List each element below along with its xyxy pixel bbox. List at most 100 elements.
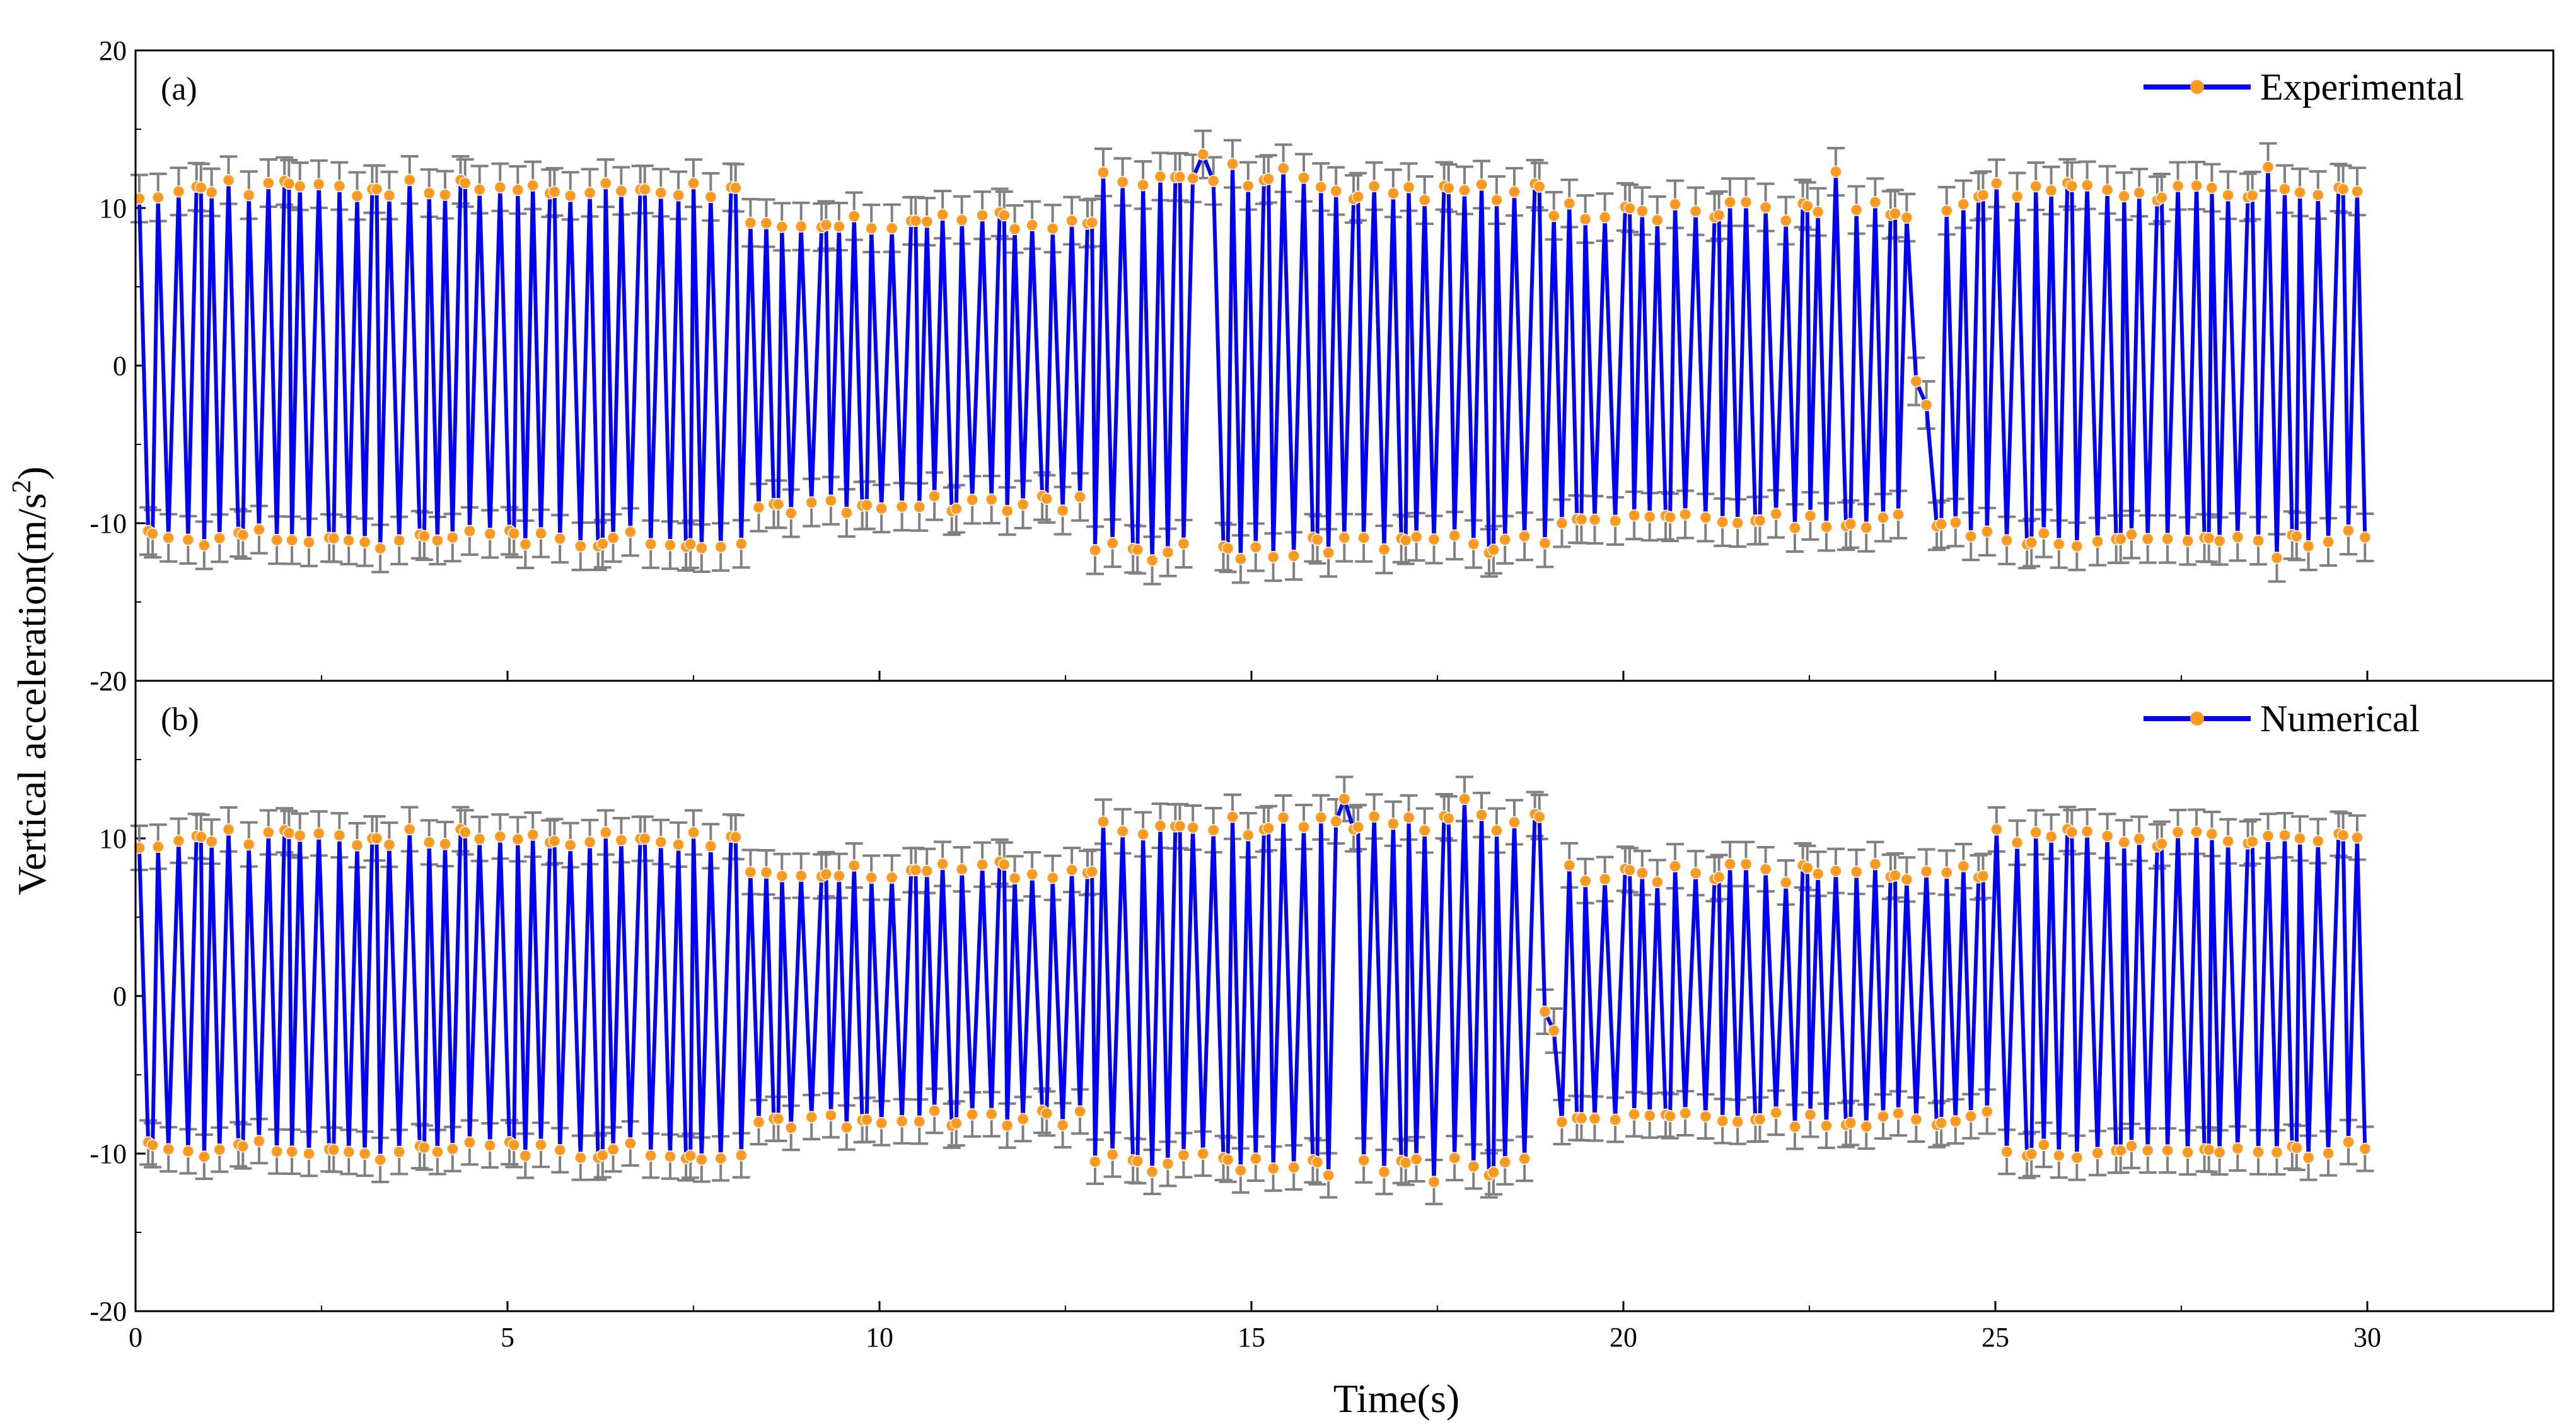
- data-point: [2342, 1135, 2355, 1149]
- data-point: [1314, 811, 1328, 824]
- data-point: [1850, 865, 1863, 878]
- data-point: [1367, 180, 1381, 193]
- data-point: [1724, 858, 1736, 871]
- data-point: [615, 834, 628, 847]
- data-point: [1910, 1113, 1923, 1126]
- data-point: [351, 190, 364, 202]
- data-point: [2336, 183, 2350, 195]
- data-point: [966, 1108, 978, 1121]
- data-point: [1889, 869, 1901, 882]
- data-point: [1242, 180, 1255, 192]
- data-point: [1990, 823, 2003, 836]
- data-point: [293, 180, 306, 193]
- data-point: [1297, 821, 1310, 833]
- data-point: [1579, 212, 1592, 226]
- data-point: [1197, 1147, 1209, 1160]
- data-point: [1242, 829, 1255, 842]
- data-point: [1226, 158, 1239, 170]
- data-point: [1957, 860, 1970, 872]
- data-point: [2290, 1142, 2303, 1154]
- data-point: [664, 539, 676, 552]
- data-point: [1311, 1155, 1324, 1169]
- data-point: [1892, 508, 1905, 521]
- x-tick-label: 10: [866, 1322, 893, 1353]
- data-point: [1410, 1153, 1423, 1166]
- data-point: [704, 840, 717, 853]
- data-point: [1940, 204, 1953, 217]
- data-point: [1579, 874, 1592, 888]
- data-point: [1357, 531, 1370, 545]
- data-point: [403, 823, 416, 836]
- data-point: [606, 531, 620, 545]
- data-point: [976, 209, 989, 222]
- data-point: [535, 1138, 547, 1151]
- data-point: [1651, 876, 1664, 889]
- data-point: [2133, 832, 2145, 845]
- data-point: [236, 1140, 250, 1153]
- data-point: [2053, 538, 2065, 550]
- data-point: [1563, 859, 1576, 872]
- data-point: [1689, 205, 1702, 217]
- data-point: [1161, 1157, 1175, 1171]
- data-point: [1221, 541, 1234, 555]
- data-point: [2246, 835, 2259, 848]
- data-point: [1399, 1156, 1412, 1169]
- data-point: [1900, 211, 1913, 224]
- data-point: [654, 835, 668, 848]
- data-point: [2202, 1143, 2215, 1156]
- data-point: [1448, 1152, 1461, 1164]
- data-point: [511, 183, 525, 197]
- data-point: [1378, 543, 1391, 556]
- data-point: [2231, 531, 2244, 543]
- data-point: [936, 857, 949, 871]
- data-point: [2302, 540, 2315, 553]
- data-point: [574, 1151, 587, 1164]
- data-point: [2322, 1147, 2335, 1160]
- data-point: [2038, 1138, 2050, 1151]
- data-point: [2101, 830, 2114, 842]
- data-point: [1739, 858, 1753, 871]
- data-point: [463, 1136, 476, 1149]
- data-point: [1555, 517, 1569, 530]
- data-point: [2252, 1145, 2265, 1159]
- panel-b: -20 -10 0 10 20 (b) Numerical: [90, 666, 2555, 1327]
- data-point: [729, 831, 742, 843]
- data-point: [1207, 175, 1220, 187]
- data-point: [1598, 872, 1611, 886]
- data-point: [2246, 189, 2259, 202]
- data-point: [734, 538, 748, 550]
- data-point: [772, 498, 785, 511]
- x-tick-label: 5: [501, 1322, 514, 1353]
- data-point: [1137, 828, 1149, 841]
- legend-b-text: Numerical: [2260, 698, 2420, 739]
- data-point: [2000, 534, 2013, 547]
- data-point: [1628, 1108, 1640, 1121]
- x-tick-label: 15: [1238, 1322, 1265, 1353]
- data-point: [473, 833, 486, 845]
- data-point: [574, 540, 587, 553]
- y-axis-title: Vertical acceleration(m/s2): [8, 466, 54, 895]
- data-point: [998, 209, 1011, 222]
- data-point: [2133, 186, 2145, 199]
- data-point: [1277, 162, 1290, 175]
- data-point: [293, 829, 306, 842]
- data-point: [1964, 1110, 1977, 1123]
- data-point: [583, 836, 596, 848]
- data-point: [2155, 837, 2168, 850]
- data-point: [1830, 165, 1842, 178]
- data-point: [2161, 533, 2174, 545]
- data-point: [1137, 178, 1149, 192]
- data-point: [1458, 792, 1471, 806]
- data-point: [282, 177, 296, 190]
- data-point: [1940, 866, 1953, 879]
- data-point: [1086, 865, 1098, 878]
- data-point: [2181, 1146, 2194, 1159]
- data-point: [418, 530, 431, 543]
- data-point: [2270, 552, 2283, 564]
- data-point: [262, 177, 275, 190]
- data-point: [446, 1142, 459, 1155]
- panel-b-series: [130, 775, 2374, 1205]
- data-point: [2205, 182, 2219, 194]
- data-point: [2171, 180, 2184, 192]
- data-point: [744, 865, 757, 879]
